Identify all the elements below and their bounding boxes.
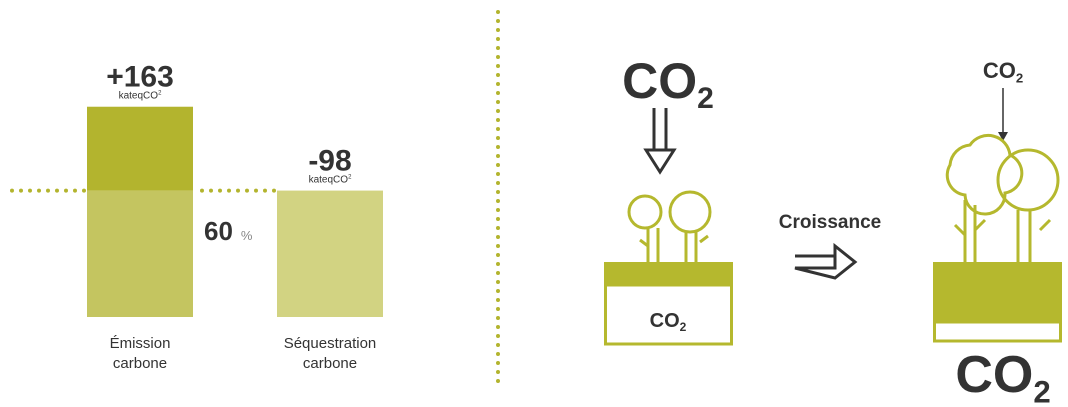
value-label: +163 — [106, 61, 174, 94]
soil-top — [933, 262, 1062, 322]
trunks — [639, 228, 709, 262]
trunks — [953, 200, 1052, 262]
share-value: 60 — [204, 216, 233, 246]
co2: CO2 — [955, 346, 1050, 407]
share-unit: % — [241, 228, 253, 243]
arrow-label: Croissance — [779, 212, 881, 233]
bar-panel: +163kateqCO2Émissioncarbone-98kateqCO2Sé… — [10, 61, 383, 372]
unit-text: kateqCO — [309, 175, 349, 186]
bar-name: Émission — [110, 335, 171, 352]
unit: kateqCO2 — [119, 91, 162, 102]
bar-name: carbone — [303, 355, 357, 372]
co2-sub: 2 — [1033, 374, 1050, 407]
tree — [996, 148, 1060, 212]
co2-main: CO — [955, 346, 1033, 404]
co2-sub: 2 — [680, 320, 687, 334]
co2: CO2 — [650, 310, 687, 334]
unit: kateqCO2 — [309, 175, 352, 186]
unit-sup: 2 — [158, 91, 162, 97]
right-arrow — [794, 242, 858, 280]
share: 60% — [204, 216, 253, 246]
co2-sub: 2 — [697, 82, 714, 115]
bar-upper — [87, 106, 193, 191]
soil-top — [604, 262, 733, 285]
co2: CO2 — [983, 58, 1023, 85]
co2-main: CO — [650, 310, 680, 332]
growth-diagram — [604, 88, 1062, 346]
co2-sub: 2 — [1016, 70, 1023, 85]
co2: CO2 — [622, 53, 714, 115]
soil-box — [604, 283, 733, 346]
unit-sup: 2 — [348, 175, 352, 181]
tree — [945, 134, 1024, 216]
bar-lower — [87, 190, 193, 317]
bar-name: Séquestration — [284, 335, 377, 352]
tree — [668, 190, 712, 234]
arrowhead — [998, 132, 1008, 141]
co2-main: CO — [983, 58, 1016, 83]
bar — [277, 190, 383, 317]
tree — [627, 194, 663, 230]
co2-main: CO — [622, 53, 697, 109]
value-label: -98 — [308, 145, 351, 178]
soil-box — [933, 320, 1062, 343]
unit-text: kateqCO — [119, 91, 159, 102]
down-arrow — [643, 108, 677, 175]
bar-name: carbone — [113, 355, 167, 372]
